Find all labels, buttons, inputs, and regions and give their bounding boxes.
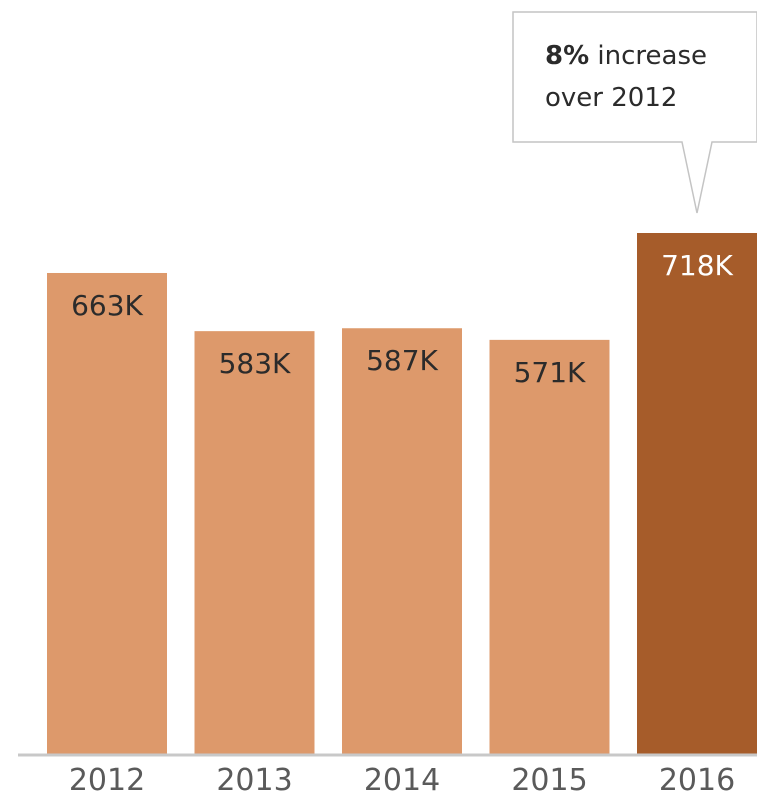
bar-2016 (637, 233, 757, 755)
annotation-callout: 8% increase over 2012 (512, 11, 757, 214)
bar-value-label-2012: 663K (71, 289, 143, 322)
callout-text-line1: 8% increase (545, 41, 707, 71)
callout-line1-rest: increase (589, 41, 707, 71)
x-tick-label-2016: 2016 (659, 763, 735, 795)
bar-value-label-2015: 571K (514, 356, 586, 389)
x-tick-labels: 2012 2013 2014 2015 2016 (69, 763, 735, 795)
callout-bold-value: 8% (545, 41, 589, 71)
bar-value-label-2016: 718K (661, 249, 733, 282)
bar-2014 (342, 328, 462, 755)
x-tick-label-2014: 2014 (364, 763, 440, 795)
bar-2012 (47, 272, 167, 755)
bar-value-label-2014: 587K (366, 344, 438, 377)
x-tick-label-2012: 2012 (69, 763, 145, 795)
callout-text-line2: over 2012 (545, 83, 677, 113)
x-tick-label-2015: 2015 (511, 763, 587, 795)
x-tick-label-2013: 2013 (216, 763, 292, 795)
bar-2015 (489, 339, 610, 755)
bars-group: 663K 583K 587K 571K 718K (47, 233, 757, 755)
callout-box (512, 11, 757, 214)
bar-2013 (194, 331, 315, 755)
bar-value-label-2013: 583K (219, 347, 291, 380)
